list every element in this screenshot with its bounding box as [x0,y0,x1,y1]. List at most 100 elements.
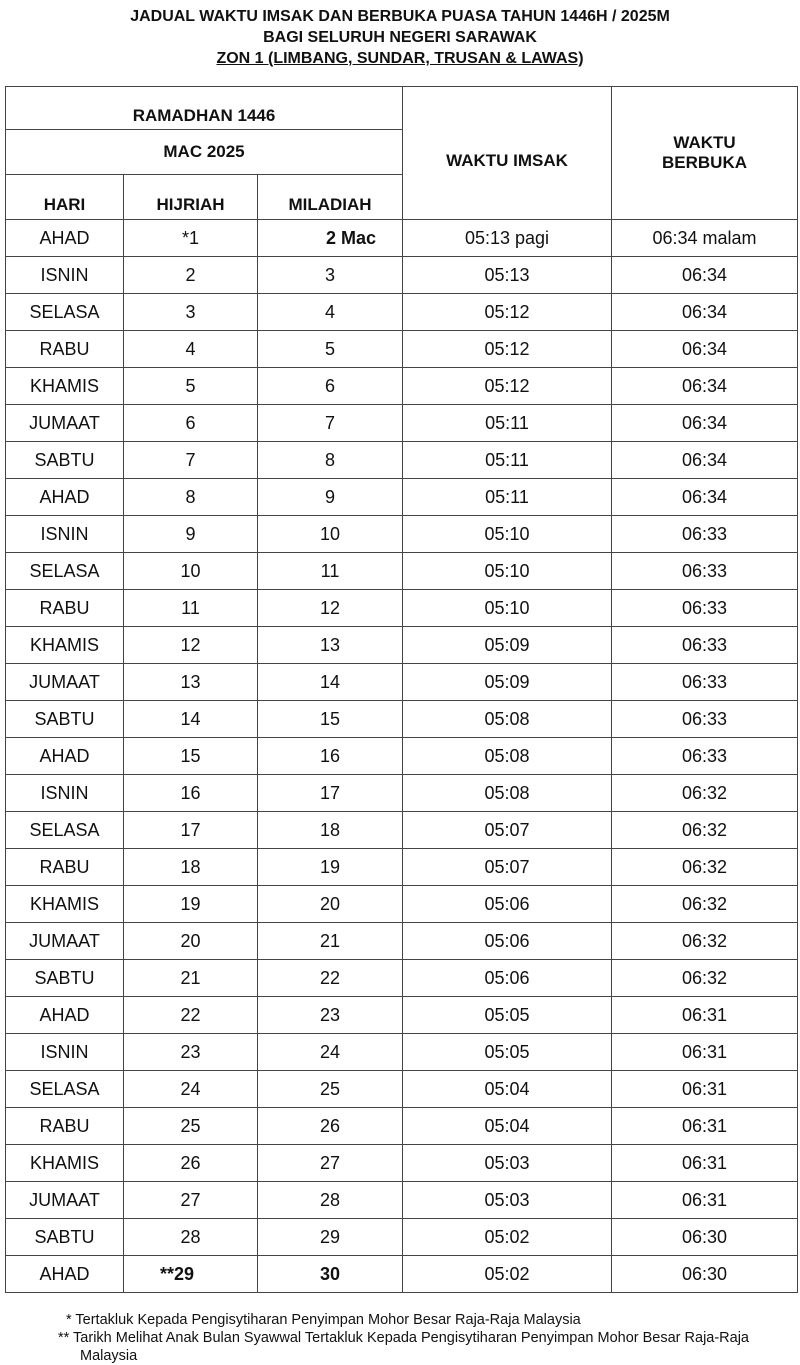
cell-imsak: 05:13 pagi [402,219,613,257]
cell-miladiah: 24 [256,1033,404,1071]
table-row: KHAMIS 26 27 05:03 06:31 [5,1144,799,1182]
table-row: SABTU 28 29 05:02 06:30 [5,1218,799,1256]
cell-berbuka: 06:33 [611,626,799,664]
cell-miladiah: 16 [256,737,404,775]
cell-imsak: 05:05 [402,1033,613,1071]
cell-hijriah: 22 [123,996,258,1034]
cell-miladiah: 17 [256,774,404,812]
table-row: AHAD *1 2 Mac 05:13 pagi 06:34 malam [5,219,799,257]
cell-imsak: 05:06 [402,959,613,997]
cell-hijriah: 21 [123,959,258,997]
cell-berbuka: 06:30 [611,1218,799,1256]
cell-hijriah: 15 [123,737,258,775]
cell-berbuka: 06:34 malam [611,219,799,257]
cell-hari: SABTU [5,1218,124,1256]
cell-imsak: 05:03 [402,1144,613,1182]
header-mac: MAC 2025 [4,129,404,175]
table-row: RABU 11 12 05:10 06:33 [5,589,799,627]
cell-hari: KHAMIS [5,626,124,664]
cell-hijriah: 17 [123,811,258,849]
cell-hari: SELASA [5,811,124,849]
cell-berbuka: 06:32 [611,848,799,886]
cell-berbuka: 06:34 [611,404,799,442]
header-ramadhan: RAMADHAN 1446 [4,86,404,130]
cell-hijriah: 11 [123,589,258,627]
cell-hijriah: 9 [123,515,258,553]
cell-imsak: 05:07 [402,811,613,849]
cell-hari: SABTU [5,959,124,997]
table-row: SELASA 10 11 05:10 06:33 [5,552,799,590]
cell-hari: SELASA [5,293,124,331]
cell-hijriah: 26 [123,1144,258,1182]
cell-hari: JUMAAT [5,1181,124,1219]
cell-miladiah: 15 [256,700,404,738]
cell-hijriah: 8 [123,478,258,516]
cell-imsak: 05:10 [402,589,613,627]
cell-hijriah: 5 [123,367,258,405]
cell-berbuka: 06:31 [611,1181,799,1219]
cell-imsak: 05:09 [402,626,613,664]
cell-berbuka: 06:30 [611,1255,799,1293]
cell-berbuka: 06:34 [611,478,799,516]
cell-miladiah: 26 [256,1107,404,1145]
cell-hari: KHAMIS [5,367,124,405]
cell-imsak: 05:08 [402,700,613,738]
cell-hari: JUMAAT [5,404,124,442]
cell-hari: AHAD [5,996,124,1034]
table-row: SABTU 21 22 05:06 06:32 [5,959,799,997]
cell-imsak: 05:02 [402,1218,613,1256]
cell-hijriah: 18 [123,848,258,886]
table-row: ISNIN 16 17 05:08 06:32 [5,774,799,812]
table-row: JUMAAT 6 7 05:11 06:34 [5,404,799,442]
cell-imsak: 05:08 [402,774,613,812]
cell-berbuka: 06:33 [611,663,799,701]
cell-imsak: 05:12 [402,293,613,331]
cell-hari: RABU [5,330,124,368]
cell-imsak: 05:06 [402,885,613,923]
cell-miladiah: 10 [256,515,404,553]
cell-miladiah: 4 [256,293,404,331]
cell-berbuka: 06:31 [611,1144,799,1182]
table-row: RABU 25 26 05:04 06:31 [5,1107,799,1145]
cell-berbuka: 06:34 [611,330,799,368]
cell-miladiah: 12 [256,589,404,627]
footnotes: * Tertakluk Kepada Pengisytiharan Penyim… [58,1311,800,1365]
cell-imsak: 05:05 [402,996,613,1034]
cell-berbuka: 06:32 [611,885,799,923]
title-line-3: ZON 1 (LIMBANG, SUNDAR, TRUSAN & LAWAS) [216,50,584,67]
cell-berbuka: 06:33 [611,515,799,553]
cell-imsak: 05:09 [402,663,613,701]
cell-miladiah: 9 [256,478,404,516]
table-row: RABU 18 19 05:07 06:32 [5,848,799,886]
cell-imsak: 05:11 [402,404,613,442]
cell-hari: JUMAAT [5,922,124,960]
cell-miladiah: 8 [256,441,404,479]
header-hari: HARI [5,174,124,220]
cell-miladiah: 19 [256,848,404,886]
cell-miladiah: 29 [256,1218,404,1256]
cell-miladiah: 11 [256,552,404,590]
cell-hijriah: 14 [123,700,258,738]
cell-hari: RABU [5,848,124,886]
table-row: ISNIN 2 3 05:13 06:34 [5,256,799,294]
cell-hijriah: 3 [123,293,258,331]
cell-hijriah: 24 [123,1070,258,1108]
table-row: JUMAAT 27 28 05:03 06:31 [5,1181,799,1219]
cell-hari: AHAD [5,1255,124,1293]
table-body: AHAD *1 2 Mac 05:13 pagi 06:34 malam ISNIN 2 3 0… [5,219,799,1293]
cell-hari: JUMAAT [5,663,124,701]
cell-hijriah: 13 [123,663,258,701]
cell-miladiah: 18 [256,811,404,849]
table-row: KHAMIS 12 13 05:09 06:33 [5,626,799,664]
cell-miladiah: 25 [256,1070,404,1108]
cell-hari: ISNIN [5,774,124,812]
table-row: KHAMIS 5 6 05:12 06:34 [5,367,799,405]
cell-berbuka: 06:32 [611,774,799,812]
table-row: SELASA 17 18 05:07 06:32 [5,811,799,849]
table-row: SELASA 24 25 05:04 06:31 [5,1070,799,1108]
header-berbuka: WAKTU BERBUKA [611,86,799,220]
cell-berbuka: 06:32 [611,922,799,960]
cell-hijriah: **29 [123,1255,258,1293]
cell-hijriah: 20 [123,922,258,960]
cell-berbuka: 06:32 [611,959,799,997]
